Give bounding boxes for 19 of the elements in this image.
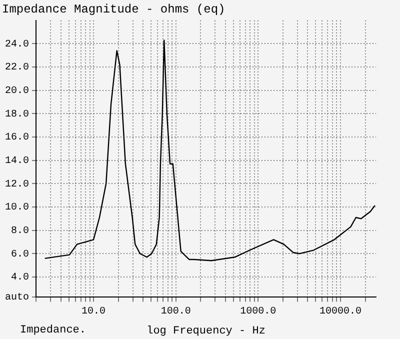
x-tick-label: 1000.0: [240, 306, 276, 318]
y-tick-label: 14.0: [4, 156, 30, 167]
x-tick-label: 10000.0: [319, 306, 362, 318]
y-tick-label: 18.0: [4, 109, 30, 120]
x-tick-label: 10.0: [82, 306, 106, 318]
y-tick-label: 6.0: [10, 249, 30, 260]
x-tick-label: 100.0: [160, 306, 191, 318]
y-tick-label: auto: [4, 292, 30, 304]
y-tick-label: 4.0: [10, 272, 30, 284]
chart-title: Impedance Magnitude - ohms (eq): [2, 2, 226, 16]
x-axis-title: log Frequency - Hz: [146, 325, 266, 338]
y-tick-label: 16.0: [4, 132, 30, 144]
y-tick-label: 10.0: [4, 202, 30, 214]
y-tick-label: 12.0: [4, 179, 30, 190]
y-tick-label: 20.0: [4, 86, 30, 98]
y-tick-label: 22.0: [4, 62, 30, 74]
y-tick-label: 24.0: [4, 39, 30, 50]
y-tick-label: 8.0: [10, 226, 30, 237]
text: Impedance.: [20, 324, 86, 336]
